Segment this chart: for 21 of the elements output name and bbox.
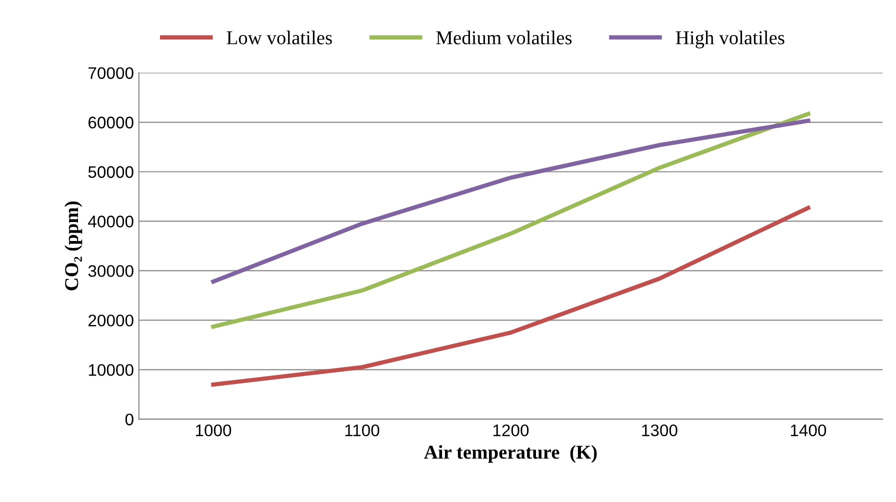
line-series <box>211 118 810 284</box>
legend-label: Low volatiles <box>226 30 332 44</box>
y-tick-label: 70000 <box>88 67 134 79</box>
y-tick-label: 60000 <box>88 116 134 128</box>
x-axis-title: Air temperature (K) <box>424 445 597 463</box>
y-tick-label: 20000 <box>88 314 134 326</box>
legend-label: High volatiles <box>676 30 784 48</box>
y-tick-label: 50000 <box>88 166 134 178</box>
x-tick-label: 1100 <box>345 424 380 436</box>
line-series <box>211 112 810 329</box>
y-tick-label: 30000 <box>88 265 134 277</box>
y-tick-label: 40000 <box>88 216 134 228</box>
x-tick-label: 1400 <box>790 424 826 436</box>
x-tick-label: 1000 <box>196 424 232 436</box>
x-tick-label: 1300 <box>642 424 678 436</box>
y-tick-label: 10000 <box>88 364 134 376</box>
y-tick-label: 0 <box>125 414 134 426</box>
y-axis-title: CO₂ (ppm) <box>64 202 82 290</box>
line-series <box>211 206 810 387</box>
x-tick-label: 1200 <box>493 424 529 436</box>
legend-label: Medium volatiles <box>436 30 572 44</box>
